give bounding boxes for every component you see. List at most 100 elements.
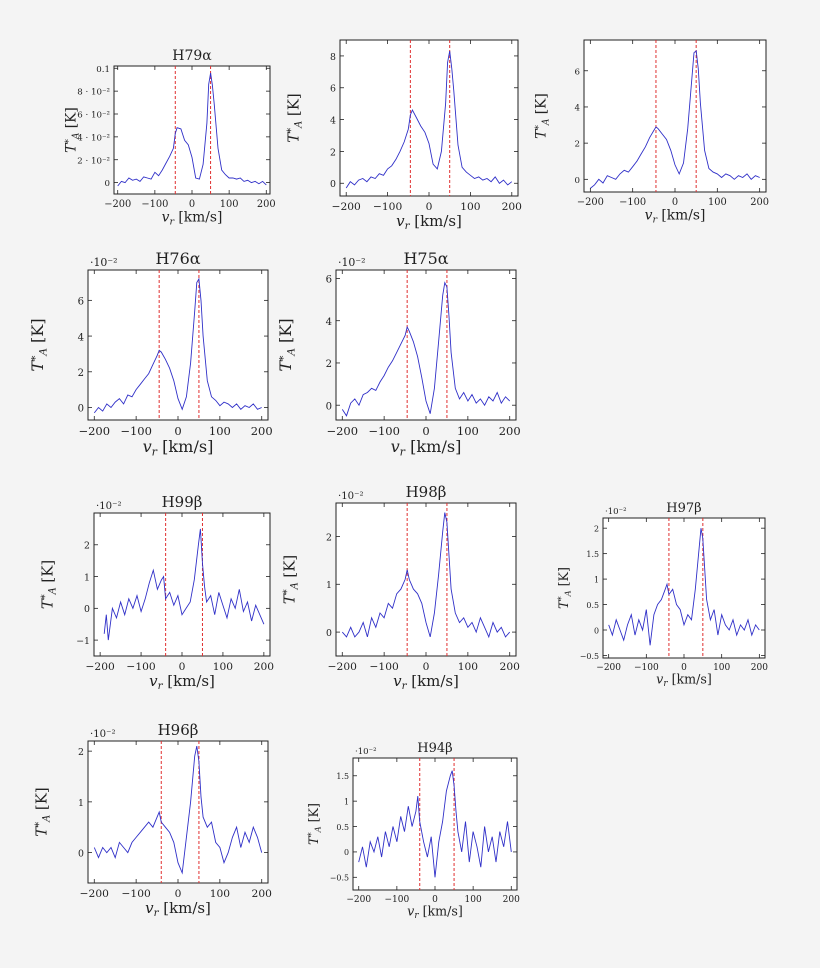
- y-tick-label: 0: [326, 628, 332, 639]
- x-tick-label: 100: [713, 663, 730, 673]
- y-tick-label: 0: [84, 604, 90, 615]
- panel-title: H98β: [406, 483, 447, 501]
- y-tick-label: 0: [78, 848, 84, 859]
- panel-1: −200 −100 0 100 200 0 2 · 10⁻² 4 · 10⁻² 6 · 10⁻²…: [64, 48, 276, 228]
- panel-title: H76α: [155, 249, 200, 268]
- y-axis-label: T*A [K]: [38, 560, 58, 609]
- x-axis-label: vr [km/s]: [393, 672, 459, 692]
- x-tick-label: −200: [596, 663, 621, 673]
- y-axis-label: T*A [K]: [276, 318, 298, 371]
- y-tick-label: 0: [78, 404, 84, 415]
- panel-10: −200 −100 0 100 200 −0.5 0 0.5 1 1.5 H94β ·10⁻² vr […: [306, 741, 520, 921]
- panel-title: H79α: [172, 48, 212, 64]
- x-tick-label: 200: [502, 200, 523, 213]
- y-tick-label: 1: [344, 797, 349, 806]
- x-tick-label: 200: [252, 887, 273, 900]
- y-tick-label: 1: [78, 798, 84, 809]
- y-tick-label: 2: [326, 359, 332, 370]
- y-axis-label: T*A [K]: [306, 803, 323, 845]
- axis-scale-label: ·10⁻²: [355, 747, 377, 757]
- panel-title: H75α: [403, 249, 448, 268]
- x-axis-label: vr [km/s]: [656, 671, 712, 689]
- x-tick-label: 200: [257, 199, 276, 210]
- x-axis-label: vr [km/s]: [391, 437, 462, 459]
- plot-frame: [93, 512, 271, 657]
- panel-2: −200 −100 0 100 200 0 2 4 6 8 vr [km/s] T*A [K]: [284, 39, 523, 232]
- panel-6: −200 −100 0 100 200 −1 0 1 2 H99β ·10⁻² vr [km/s] T*…: [38, 493, 274, 692]
- x-tick-label: −100: [369, 660, 398, 673]
- y-tick-label: 6 · 10⁻²: [77, 111, 110, 121]
- x-tick-label: 200: [503, 895, 520, 905]
- spectrum-line: [103, 528, 265, 641]
- x-tick-label: −100: [141, 199, 168, 210]
- x-tick-label: 0: [432, 895, 438, 905]
- y-tick-label: 0.5: [586, 601, 599, 610]
- plot-frame: [87, 269, 269, 421]
- x-tick-label: −100: [368, 424, 400, 438]
- y-axis-label: T*A [K]: [556, 567, 573, 609]
- y-axis-label: T*A [K]: [64, 107, 82, 153]
- x-tick-label: 100: [209, 424, 231, 438]
- y-axis-label: T*A [K]: [534, 93, 552, 139]
- spectrum-line: [341, 281, 511, 417]
- y-tick-label: 0: [330, 179, 336, 190]
- x-axis-label: vr [km/s]: [162, 210, 223, 228]
- y-tick-label: 0: [105, 179, 111, 189]
- panel-8: −200 −100 0 100 200 −0.5 0 0.5 1 1.5 2 H97β ·10⁻² vr …: [556, 501, 768, 689]
- y-tick-label: 4: [78, 332, 84, 343]
- y-tick-label: 4: [326, 317, 332, 328]
- x-tick-label: 200: [500, 660, 521, 673]
- y-tick-label: 1: [84, 572, 90, 583]
- x-axis-label: vr [km/s]: [143, 437, 214, 459]
- y-axis-label: T*A [K]: [280, 555, 300, 604]
- x-tick-label: 200: [499, 424, 521, 438]
- x-tick-label: −100: [373, 200, 402, 213]
- spectrum-line: [358, 770, 512, 878]
- y-tick-label: 2: [78, 368, 84, 379]
- x-axis-label: vr [km/s]: [407, 903, 463, 921]
- axis-scale-label: ·10⁻²: [605, 507, 627, 517]
- x-tick-label: 200: [254, 660, 275, 673]
- y-tick-label: 1.5: [586, 550, 599, 559]
- axis-scale-label: ·10⁻²: [96, 501, 122, 512]
- y-tick-label: 1: [326, 580, 332, 591]
- y-tick-label: 2 · 10⁻²: [77, 156, 110, 166]
- y-tick-label: 2: [78, 747, 84, 758]
- y-axis-label: T*A [K]: [284, 93, 304, 142]
- x-tick-label: −200: [332, 200, 361, 213]
- x-tick-label: 100: [220, 199, 239, 210]
- y-tick-label: 0: [575, 176, 581, 186]
- x-tick-label: −200: [346, 895, 371, 905]
- x-tick-label: 0: [189, 199, 195, 210]
- x-tick-label: 0: [175, 887, 182, 900]
- x-tick-label: −200: [104, 199, 131, 210]
- spectrum-line: [117, 72, 267, 187]
- x-tick-label: 0: [672, 197, 678, 208]
- x-tick-label: 100: [460, 200, 481, 213]
- panel-4: −200 −100 0 100 200 0 2 4 6 H76α ·10⁻² vr [km/s] T*A…: [28, 249, 272, 459]
- y-tick-label: 6: [78, 297, 84, 308]
- panel-7: −200 −100 0 100 200 0 1 2 H98β ·10⁻² vr [km/s] T*A …: [280, 483, 520, 692]
- x-tick-label: −200: [85, 660, 114, 673]
- x-tick-label: −100: [384, 895, 409, 905]
- y-tick-label: 1.5: [336, 772, 349, 781]
- y-tick-label: 6: [330, 84, 336, 95]
- y-tick-label: 2: [330, 147, 336, 158]
- y-tick-label: 4: [575, 104, 581, 114]
- y-tick-label: −0.5: [330, 874, 349, 883]
- x-tick-label: 100: [210, 887, 231, 900]
- axis-scale-label: ·10⁻²: [90, 729, 116, 740]
- plot-frame: [583, 39, 767, 193]
- x-tick-label: −100: [126, 660, 155, 673]
- axis-scale-label: ·10⁻²: [338, 256, 365, 269]
- x-tick-label: 0: [174, 424, 181, 438]
- panel-title: H99β: [162, 493, 203, 511]
- plot-frame: [339, 39, 519, 197]
- y-tick-label: 2: [326, 532, 332, 543]
- x-tick-label: −200: [577, 197, 604, 208]
- x-tick-label: 100: [465, 895, 482, 905]
- y-axis-label: T*A [K]: [28, 318, 50, 371]
- x-axis-label: vr [km/s]: [149, 672, 215, 692]
- y-tick-label: 2: [575, 140, 581, 150]
- x-tick-label: 100: [708, 197, 727, 208]
